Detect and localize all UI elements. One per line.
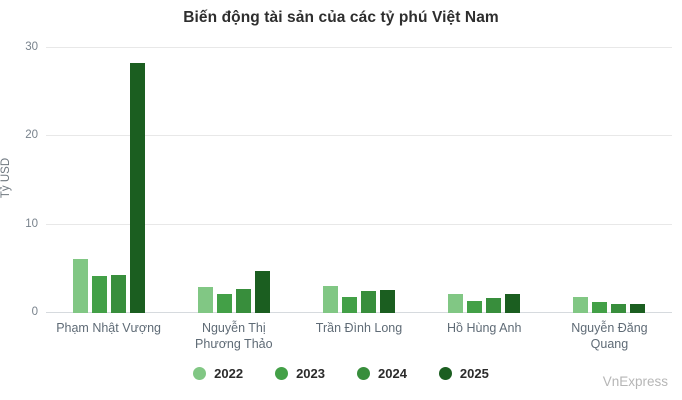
- bar-group-3: [422, 48, 547, 313]
- y-tick-label-10: 10: [25, 217, 38, 230]
- brand-watermark: VnExpress: [602, 374, 668, 389]
- bar-2025-4[interactable]: [630, 304, 646, 313]
- x-axis-labels: Phạm Nhật Vượng Nguyễn Thị Phương Thảo Trầ…: [46, 320, 672, 353]
- bar-2022-3[interactable]: [448, 293, 464, 313]
- plot-area: [46, 47, 672, 313]
- y-axis-ticks: 0 10 20 30: [0, 41, 38, 318]
- bar-2025-1[interactable]: [254, 271, 270, 313]
- gridline-y-10: [46, 223, 672, 225]
- bar-2024-1[interactable]: [235, 289, 251, 313]
- bar-group-1: [171, 48, 296, 313]
- bar-2023-0[interactable]: [91, 275, 107, 313]
- bar-2024-4[interactable]: [611, 304, 627, 313]
- bar-2023-3[interactable]: [467, 300, 483, 313]
- x-category-label-3: Hồ Hùng Anh: [447, 321, 522, 335]
- bar-2023-1[interactable]: [216, 294, 232, 313]
- y-tick-label-20: 20: [25, 129, 38, 142]
- legend: 2022 2023 2024 2025: [0, 366, 682, 381]
- legend-item-2022[interactable]: 2022: [193, 366, 243, 381]
- bar-2023-4[interactable]: [592, 302, 608, 313]
- bar-2024-0[interactable]: [110, 275, 126, 313]
- bar-2024-2[interactable]: [361, 290, 376, 313]
- bar-group-4: [547, 48, 672, 313]
- x-category-label-1: Nguyễn Thị Phương Thảo: [195, 321, 273, 352]
- legend-swatch-2025: [438, 367, 452, 380]
- legend-item-2023[interactable]: 2023: [275, 366, 325, 381]
- legend-swatch-2022: [193, 367, 207, 380]
- chart-title: Biến động tài sản của các tỷ phú Việt Na…: [183, 9, 499, 26]
- bar-2025-2[interactable]: [380, 290, 395, 313]
- legend-label-2024: 2024: [378, 366, 407, 381]
- bar-2022-4[interactable]: [573, 297, 589, 313]
- gridline-y-20: [46, 135, 672, 137]
- bar-2022-2[interactable]: [323, 285, 338, 313]
- legend-label-2022: 2022: [214, 366, 244, 381]
- x-category-label-4: Nguyễn Đăng Quang: [571, 321, 648, 352]
- legend-label-2025: 2025: [459, 366, 489, 381]
- bar-2022-1[interactable]: [197, 286, 213, 313]
- bar-group-0: [46, 48, 171, 313]
- gridline-y-30: [46, 47, 672, 48]
- bar-group-2: [296, 48, 421, 313]
- gridline-y-0: [46, 312, 672, 313]
- x-category-label-2: Trần Đình Long: [315, 321, 403, 335]
- legend-swatch-2024: [357, 367, 370, 380]
- legend-label-2023: 2023: [296, 366, 325, 381]
- x-category-label-0: Phạm Nhật Vượng: [56, 321, 161, 335]
- y-tick-label-0: 0: [31, 306, 38, 318]
- legend-swatch-2023: [275, 367, 289, 380]
- bar-2023-2[interactable]: [342, 297, 357, 313]
- bar-2024-3[interactable]: [486, 297, 502, 313]
- legend-item-2025[interactable]: 2025: [438, 366, 489, 381]
- legend-item-2024[interactable]: 2024: [357, 366, 407, 381]
- bar-groups: [46, 48, 672, 313]
- bar-2022-0[interactable]: [72, 259, 88, 313]
- bar-2025-0[interactable]: [129, 63, 145, 313]
- y-tick-label-30: 30: [25, 41, 38, 53]
- bar-2025-3[interactable]: [505, 293, 521, 313]
